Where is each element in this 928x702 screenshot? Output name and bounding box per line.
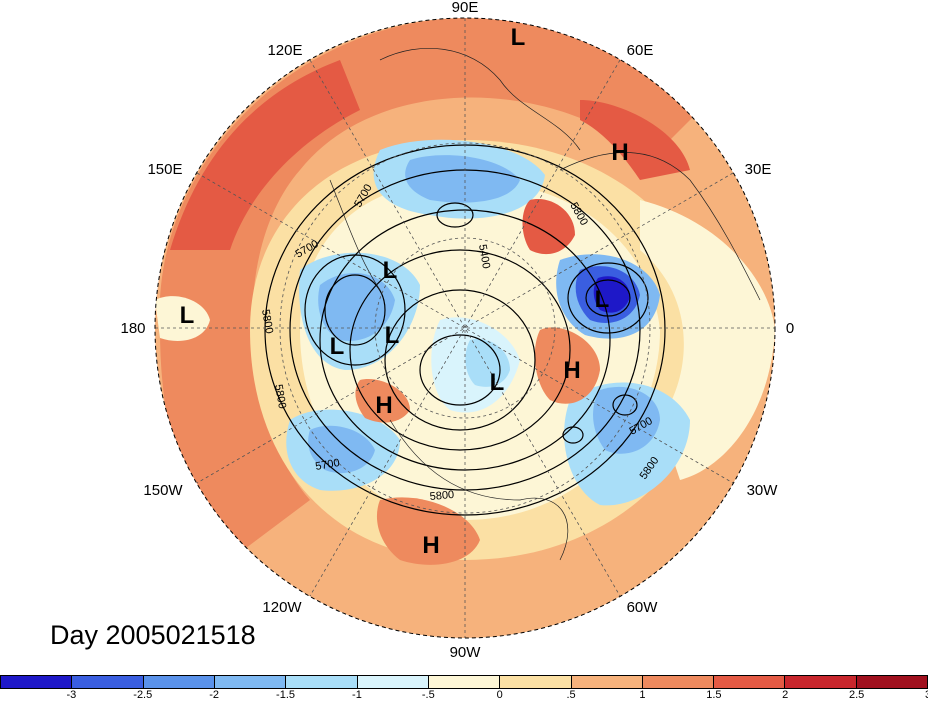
colorbar-swatch (856, 676, 928, 688)
colorbar-swatch (143, 676, 215, 688)
lon-label-right-lower: 30W (747, 482, 779, 499)
lon-label-left: 180 (120, 320, 145, 337)
longitude-labels: 90E 60E 30E 0 30W 60W 90W 120W 150W 180 … (120, 0, 794, 661)
colorbar-tick-label: -1 (352, 689, 362, 701)
colorbar-tick-label: 3 (925, 689, 928, 701)
colorbar-swatch (571, 676, 643, 688)
contour-label: 5800 (429, 489, 454, 503)
lon-label-top-right: 60E (627, 42, 654, 59)
lon-label-top: 90E (452, 0, 479, 16)
colorbar-swatch (500, 676, 572, 688)
contour-label: 5400 (476, 243, 492, 269)
colorbar-tick-label: .5 (566, 689, 576, 701)
lon-label-right-upper: 30E (745, 161, 772, 178)
colorbar-ticks: -3 -2.5 -2 -1.5 -1 -.5 0 .5 1 1.5 2 2.5 3 (0, 689, 928, 702)
map-border (154, 17, 776, 639)
colorbar-tick-label: 1.5 (706, 689, 722, 701)
colorbar-tick-label: -2.5 (133, 689, 153, 701)
pressure-centers: L L L L L L L H H H H (180, 24, 629, 559)
colorbar-swatch (286, 676, 358, 688)
low-center: L (180, 302, 195, 329)
low-center: L (595, 286, 610, 313)
low-center: L (490, 369, 505, 396)
colorbar-swatch (642, 676, 715, 688)
colorbar-tick-label: -1.5 (276, 689, 296, 701)
low-center: L (330, 333, 345, 360)
map-title: Day 2005021518 (50, 620, 256, 650)
contour-label: 5800 (272, 383, 288, 409)
lon-label-bottom: 90W (450, 644, 482, 661)
colorbar-tick-label: 2 (782, 689, 789, 701)
colorbar-swatch (214, 676, 287, 688)
lon-label-left-lower: 150W (143, 482, 183, 499)
lon-label-right: 0 (786, 320, 794, 337)
colorbar-swatch (1, 676, 73, 688)
colorbar (0, 675, 928, 689)
colorbar-swatch (357, 676, 429, 688)
lon-label-bottom-left: 120W (262, 599, 302, 616)
lon-label-left-upper: 150E (147, 161, 182, 178)
low-center: L (383, 257, 398, 284)
contour-label: 5700 (314, 457, 340, 473)
high-center: H (563, 357, 580, 384)
colorbar-tick-label: -2 (209, 689, 220, 701)
colorbar-tick-label: 1 (639, 689, 646, 701)
graticule (155, 18, 775, 638)
coastlines (329, 48, 761, 561)
colorbar-tick-label: -3 (66, 689, 77, 701)
high-center: H (611, 139, 628, 166)
high-center: H (422, 532, 439, 559)
contour-label: 5800 (259, 308, 275, 334)
colorbar-tick-label: 0 (496, 689, 503, 701)
low-center: L (511, 24, 526, 51)
low-center: L (385, 322, 400, 349)
colorbar-swatch (72, 676, 144, 688)
colorbar-tick-label: -.5 (421, 689, 435, 701)
colorbar-swatch (714, 676, 786, 688)
colorbar-swatch (785, 676, 857, 688)
colorbar-swatch (428, 676, 501, 688)
high-center: H (375, 392, 392, 419)
colorbar-tick-label: 2.5 (848, 689, 865, 701)
lon-label-top-left: 120E (267, 42, 302, 59)
lon-label-bottom-right: 60W (627, 599, 659, 616)
